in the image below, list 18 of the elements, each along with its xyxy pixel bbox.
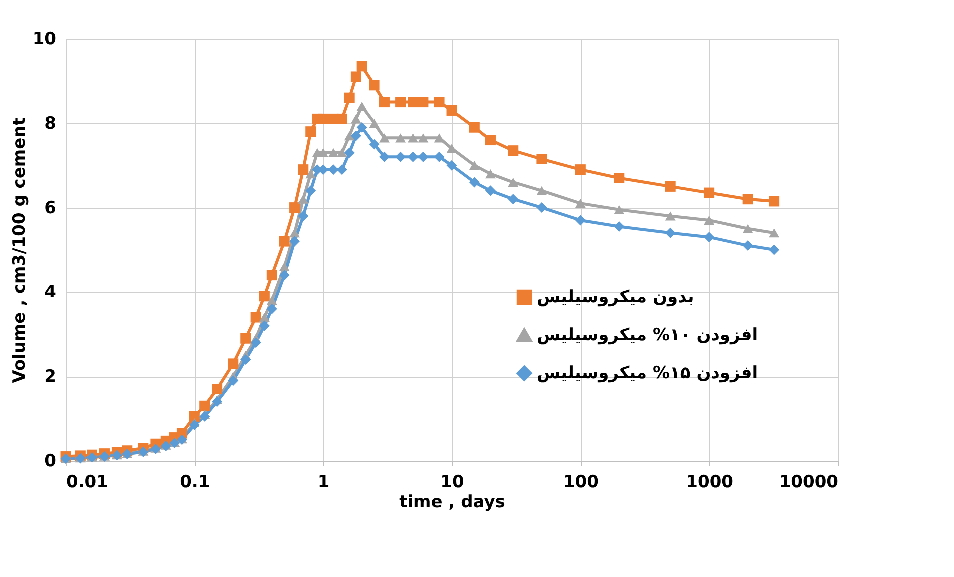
y-tick-label: 0 — [44, 452, 57, 472]
y-tick-label: 2 — [44, 367, 56, 388]
y-tick-label: 6 — [44, 198, 56, 218]
x-tick-label: 1 — [318, 472, 330, 492]
x-axis-title: time , days — [400, 492, 506, 512]
y-tick-label: 8 — [44, 114, 56, 134]
y-tick-label: 10 — [32, 30, 57, 50]
x-tick-label: 0.1 — [180, 472, 210, 492]
x-tick-label: 100 — [563, 472, 600, 492]
legend-label: افزودن ۱۵% میکروسیلیس — [537, 364, 758, 384]
legend-label: افزودن ۱۰% میکروسیلیس — [537, 326, 758, 346]
x-tick-label: 10000 — [779, 472, 839, 492]
legend-label: بدون میکروسیلیس — [537, 288, 694, 308]
y-tick-label: 4 — [44, 282, 57, 303]
x-tick-label: 1000 — [686, 472, 734, 492]
x-tick-label: 10 — [440, 472, 464, 492]
y-axis-title: Volume , cm3/100 g cement — [10, 118, 30, 384]
x-tick-label: 0.01 — [66, 472, 108, 492]
